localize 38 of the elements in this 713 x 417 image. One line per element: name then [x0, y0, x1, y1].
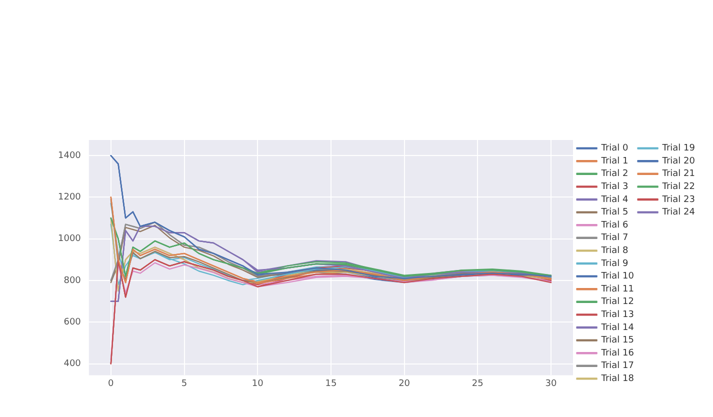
legend-label: Trial 12 [600, 297, 634, 308]
legend-label: Trial 1 [600, 156, 628, 166]
y-tick-label: 800 [64, 276, 82, 286]
legend-label: Trial 10 [600, 272, 634, 282]
x-tick-label: 30 [545, 378, 557, 389]
legend-label: Trial 17 [600, 361, 634, 372]
legend-label: Trial 6 [600, 220, 629, 230]
x-tick-label: 20 [398, 378, 410, 389]
legend-label: Trial 3 [600, 182, 628, 192]
legend-label: Trial 2 [600, 169, 628, 180]
y-tick-label: 600 [64, 317, 82, 328]
x-tick-label: 10 [252, 378, 264, 389]
legend-label: Trial 4 [600, 194, 629, 205]
x-tick-label: 0 [108, 378, 114, 389]
y-tick-label: 1400 [58, 150, 82, 161]
legend-label: Trial 14 [600, 322, 634, 333]
legend-label: Trial 13 [600, 310, 634, 320]
legend-label: Trial 21 [661, 169, 696, 180]
legend-label: Trial 19 [661, 144, 696, 154]
legend-label: Trial 23 [661, 194, 696, 205]
legend-label: Trial 15 [600, 336, 634, 346]
legend-label: Trial 16 [600, 348, 634, 358]
legend-label: Trial 7 [600, 233, 628, 244]
legend-label: Trial 18 [600, 374, 634, 384]
legend-label: Trial 22 [661, 182, 696, 192]
legend-label: Trial 24 [661, 208, 696, 218]
legend-label: Trial 20 [661, 156, 696, 166]
legend-label: Trial 11 [600, 284, 634, 294]
y-tick-label: 1000 [58, 234, 82, 244]
legend-label: Trial 0 [600, 144, 629, 154]
legend-label: Trial 9 [600, 258, 629, 269]
x-tick-label: 25 [472, 378, 484, 389]
legend-label: Trial 5 [600, 208, 628, 218]
legend-label: Trial 8 [600, 246, 629, 256]
x-tick-label: 15 [325, 378, 337, 389]
y-tick-label: 400 [64, 359, 82, 370]
y-tick-label: 1200 [58, 192, 82, 203]
x-tick-label: 5 [181, 378, 188, 389]
